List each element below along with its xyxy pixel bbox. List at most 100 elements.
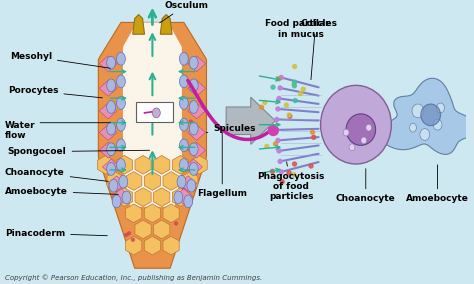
Ellipse shape	[433, 119, 442, 130]
Ellipse shape	[107, 56, 116, 69]
Polygon shape	[173, 155, 189, 174]
Circle shape	[277, 77, 281, 81]
Ellipse shape	[180, 139, 188, 152]
Ellipse shape	[107, 122, 116, 135]
Circle shape	[278, 159, 282, 163]
Ellipse shape	[107, 79, 116, 92]
Ellipse shape	[343, 129, 349, 136]
Polygon shape	[188, 103, 206, 119]
Circle shape	[292, 64, 297, 68]
Text: Amoebocyte: Amoebocyte	[5, 187, 118, 195]
Ellipse shape	[320, 85, 392, 164]
Circle shape	[287, 113, 291, 117]
Circle shape	[185, 168, 188, 171]
Text: Spongocoel: Spongocoel	[8, 147, 150, 156]
Ellipse shape	[117, 139, 125, 152]
Text: Phagocytosis
of food
particles: Phagocytosis of food particles	[257, 162, 325, 201]
Text: Collar: Collar	[301, 19, 330, 80]
Ellipse shape	[119, 175, 128, 188]
Polygon shape	[179, 176, 197, 191]
Text: Osculum: Osculum	[160, 1, 208, 23]
Circle shape	[292, 162, 297, 166]
Ellipse shape	[107, 101, 116, 113]
Circle shape	[273, 142, 277, 146]
Ellipse shape	[107, 162, 116, 175]
Polygon shape	[112, 189, 130, 204]
Text: Mesohyl: Mesohyl	[10, 52, 110, 68]
Circle shape	[188, 184, 191, 187]
Ellipse shape	[184, 195, 192, 208]
Ellipse shape	[122, 191, 131, 204]
Polygon shape	[154, 155, 170, 174]
Circle shape	[277, 97, 281, 101]
Ellipse shape	[177, 175, 186, 188]
Polygon shape	[191, 155, 207, 174]
Polygon shape	[100, 142, 117, 158]
Polygon shape	[188, 125, 206, 140]
Ellipse shape	[109, 179, 118, 192]
Ellipse shape	[189, 79, 198, 92]
Circle shape	[263, 101, 267, 104]
Text: Pinacoderm: Pinacoderm	[5, 229, 107, 238]
Ellipse shape	[180, 118, 188, 131]
Circle shape	[265, 145, 269, 148]
Polygon shape	[100, 125, 117, 140]
Polygon shape	[175, 189, 193, 204]
Circle shape	[292, 84, 296, 88]
Ellipse shape	[412, 104, 424, 118]
Circle shape	[301, 87, 305, 91]
Text: Flagellum: Flagellum	[197, 132, 247, 199]
Text: Choanocyte: Choanocyte	[336, 169, 396, 203]
Ellipse shape	[346, 114, 375, 145]
Polygon shape	[135, 188, 151, 206]
Polygon shape	[173, 188, 189, 206]
Text: Copyright © Pearson Education, Inc., publishing as Benjamin Cummings.: Copyright © Pearson Education, Inc., pub…	[5, 274, 262, 281]
Ellipse shape	[410, 123, 417, 132]
Circle shape	[287, 171, 291, 175]
Polygon shape	[98, 22, 207, 268]
Polygon shape	[100, 56, 117, 72]
Ellipse shape	[117, 158, 125, 171]
Circle shape	[280, 180, 284, 184]
Ellipse shape	[189, 101, 198, 113]
Circle shape	[271, 170, 274, 173]
Ellipse shape	[180, 158, 188, 171]
Ellipse shape	[180, 75, 188, 88]
Polygon shape	[100, 103, 117, 119]
Text: Porocytes: Porocytes	[8, 86, 102, 98]
Circle shape	[310, 130, 314, 134]
Text: Food particles
in mucus: Food particles in mucus	[265, 20, 337, 39]
Polygon shape	[163, 236, 179, 255]
Ellipse shape	[437, 103, 445, 113]
Polygon shape	[380, 78, 474, 154]
Text: Amoebocyte: Amoebocyte	[406, 165, 469, 203]
Circle shape	[292, 172, 296, 176]
Circle shape	[312, 135, 316, 139]
Polygon shape	[108, 176, 126, 191]
Ellipse shape	[117, 75, 125, 88]
Polygon shape	[160, 14, 172, 34]
Polygon shape	[185, 159, 202, 175]
Circle shape	[309, 164, 313, 168]
Ellipse shape	[189, 143, 198, 156]
Circle shape	[288, 114, 292, 118]
Ellipse shape	[187, 179, 196, 192]
Ellipse shape	[189, 122, 198, 135]
Circle shape	[292, 82, 296, 86]
Polygon shape	[154, 188, 170, 206]
Polygon shape	[135, 220, 151, 239]
Ellipse shape	[112, 195, 121, 208]
Circle shape	[284, 103, 288, 107]
Circle shape	[271, 85, 275, 89]
Circle shape	[271, 131, 275, 135]
Ellipse shape	[117, 118, 125, 131]
Circle shape	[276, 107, 280, 111]
Ellipse shape	[117, 53, 125, 65]
Circle shape	[279, 170, 283, 174]
Ellipse shape	[361, 137, 367, 144]
Polygon shape	[144, 172, 161, 190]
Polygon shape	[116, 188, 132, 206]
Polygon shape	[126, 172, 142, 190]
Circle shape	[128, 232, 130, 235]
Polygon shape	[188, 80, 206, 96]
